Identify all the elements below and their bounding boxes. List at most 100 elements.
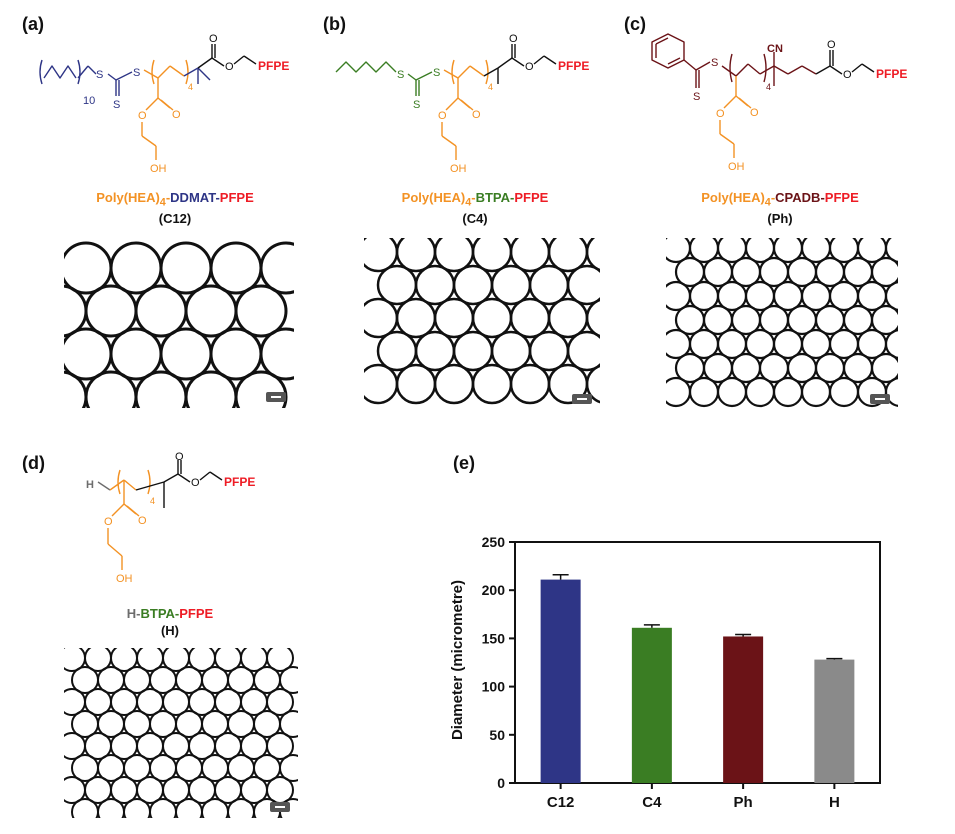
oxygen-label: O	[472, 109, 481, 121]
x-tick-label: C12	[547, 794, 575, 811]
sulfur-label: S	[693, 91, 700, 103]
caption-segment: BTPA	[475, 190, 511, 205]
caption-segment: -	[165, 190, 171, 205]
panel-label-a: (a)	[22, 14, 44, 34]
caption-segment: -	[510, 190, 515, 205]
oxygen-label: O	[175, 452, 184, 463]
sulfur-label: S	[413, 99, 420, 111]
chart-svg: 0 50 100 150 200 250 C12 C4 Ph H Diameter (microm…	[449, 534, 881, 811]
caption-b: Poly(HEA)4-BTPA-PFPE (C4)	[360, 190, 590, 226]
y-tick-label: 250	[482, 534, 506, 550]
caption-segment: PFPE	[824, 190, 859, 205]
chart-axes: 0 50 100 150 200 250 C12 C4 Ph H	[482, 534, 881, 811]
diameter-bar-chart: 0 50 100 150 200 250 C12 C4 Ph H Diameter (microm…	[440, 520, 900, 830]
sulfur-label: S	[133, 67, 140, 79]
caption-segment: PFPE	[219, 190, 254, 205]
sulfur-label: S	[397, 69, 404, 81]
caption-segment: -	[820, 190, 825, 205]
structure-c-cpadb: S S CN 4 O O OH O O PFPE	[651, 33, 907, 173]
oxygen-label: O	[225, 61, 234, 73]
y-tick-label: 150	[482, 630, 506, 646]
caption-d: H-BTPA-PFPE (H)	[100, 606, 240, 638]
droplet-packing	[364, 238, 600, 408]
droplet-micrograph-c12	[64, 238, 294, 408]
x-tick-label: H	[829, 794, 840, 811]
x-tick-label: C4	[642, 794, 662, 811]
plot-frame	[514, 541, 881, 784]
panel-label-b: (b)	[323, 14, 346, 34]
oxygen-label: O	[525, 61, 534, 73]
sulfur-label: S	[113, 99, 120, 111]
chart-bars	[540, 574, 855, 783]
repeat-4-label: 4	[488, 82, 493, 92]
droplet-packing	[666, 238, 898, 408]
scale-bar	[270, 802, 290, 812]
oxygen-label: O	[750, 107, 759, 119]
hydroxyl-label: OH	[728, 161, 745, 173]
oxygen-label: O	[843, 69, 852, 81]
oxygen-label: O	[191, 477, 200, 489]
caption-segment: -	[215, 190, 220, 205]
caption-segment: H	[126, 606, 137, 621]
caption-segment: -	[174, 606, 180, 621]
droplet-micrograph-ph	[666, 238, 898, 408]
caption-segment: PFPE	[514, 190, 549, 205]
oxygen-label: O	[104, 516, 113, 528]
nitrile-label: CN	[767, 43, 783, 55]
caption-subscript: 4	[465, 196, 472, 209]
structure-a-ddmat: 10 S S S 4 O O OH O O PFPE	[39, 33, 289, 175]
pfpe-label: PFPE	[876, 67, 907, 81]
oxygen-label: O	[716, 108, 725, 120]
structure-d-h-btpa: H 4 O O OH O O PFPE	[86, 452, 255, 585]
caption-segment: Poly(HEA)	[701, 190, 765, 205]
caption-segment: Poly(HEA)	[96, 190, 160, 205]
structure-b-btpa: S S S 4 O O OH O O PFPE	[335, 33, 589, 175]
droplet-packing	[64, 238, 294, 408]
scale-bar	[870, 394, 890, 404]
bar-c4	[631, 627, 672, 783]
y-tick-label: 100	[482, 679, 506, 695]
bar-c12	[540, 579, 581, 783]
caption-segment: Poly(HEA)	[401, 190, 466, 205]
x-tick-label: Ph	[734, 794, 753, 811]
y-tick-label: 200	[482, 582, 506, 598]
hydrogen-label: H	[86, 479, 94, 491]
sulfur-label: S	[711, 57, 718, 69]
sulfur-label: S	[96, 69, 103, 81]
y-tick-label: 0	[497, 775, 505, 791]
oxygen-label: O	[509, 33, 518, 45]
pfpe-label: PFPE	[224, 475, 255, 489]
hydroxyl-label: OH	[116, 573, 133, 585]
bar-h	[814, 659, 855, 783]
repeat-10-label: 10	[83, 95, 95, 107]
panel-label-d: (d)	[22, 453, 45, 473]
droplet-micrograph-c4	[364, 238, 600, 408]
pfpe-label: PFPE	[258, 59, 289, 73]
oxygen-label: O	[827, 39, 836, 51]
caption-subscript: 4	[159, 196, 166, 209]
caption-code-a: (C12)	[158, 210, 192, 226]
scale-bar	[572, 394, 592, 404]
droplet-packing	[64, 648, 298, 818]
caption-segment: -	[136, 606, 141, 621]
y-axis-label: Diameter (micrometre)	[449, 580, 466, 740]
panel-label-e: (e)	[453, 453, 475, 473]
repeat-4-label: 4	[188, 82, 193, 92]
caption-subscript: 4	[764, 196, 771, 209]
oxygen-label: O	[209, 33, 218, 45]
caption-code-d: (H)	[160, 623, 180, 638]
caption-a: Poly(HEA)4-DDMAT-PFPE (C12)	[60, 190, 290, 226]
bar-ph	[723, 636, 764, 783]
oxygen-label: O	[172, 109, 181, 121]
hydroxyl-label: OH	[150, 163, 167, 175]
caption-segment: -	[770, 190, 776, 205]
y-tick-label: 50	[489, 727, 505, 743]
oxygen-label: O	[438, 110, 447, 122]
caption-code-c: (Ph)	[767, 210, 793, 226]
caption-segment: CPADB	[775, 190, 821, 205]
oxygen-label: O	[138, 110, 147, 122]
sulfur-label: S	[433, 67, 440, 79]
scale-bar	[266, 392, 286, 402]
caption-segment: PFPE	[179, 606, 214, 621]
